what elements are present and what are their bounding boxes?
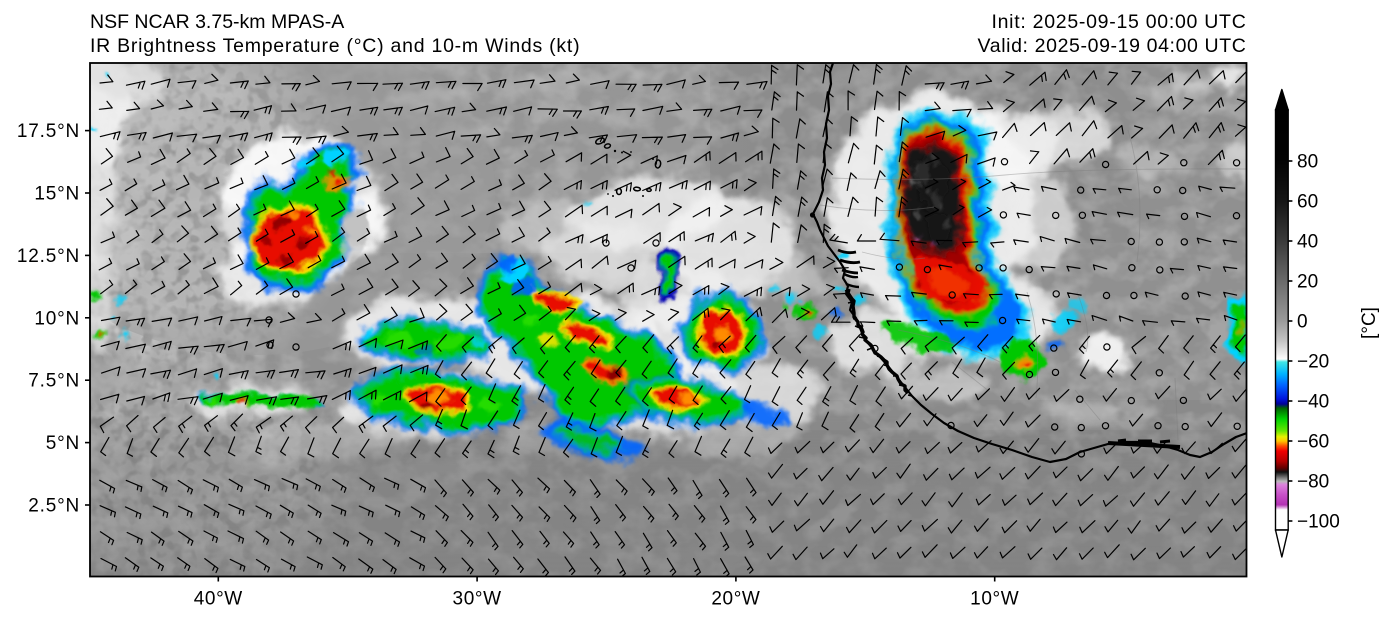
svg-text:60: 60 <box>1297 192 1318 213</box>
svg-text:Init: 2025-09-15 00:00 UTC: Init: 2025-09-15 00:00 UTC <box>991 11 1246 33</box>
svg-text:10°N: 10°N <box>34 308 80 329</box>
svg-text:Valid: 2025-09-19 04:00 UTC: Valid: 2025-09-19 04:00 UTC <box>978 35 1247 57</box>
svg-text:30°W: 30°W <box>453 589 502 610</box>
svg-text:15°N: 15°N <box>34 184 80 205</box>
svg-text:[°C]: [°C] <box>1359 307 1380 339</box>
svg-text:40: 40 <box>1297 232 1318 253</box>
svg-text:10°W: 10°W <box>970 589 1019 610</box>
svg-text:12.5°N: 12.5°N <box>17 246 80 267</box>
svg-text:−80: −80 <box>1297 472 1329 493</box>
svg-text:20°W: 20°W <box>711 589 760 610</box>
svg-text:5°N: 5°N <box>46 433 80 454</box>
svg-text:NSF NCAR 3.75-km MPAS-A: NSF NCAR 3.75-km MPAS-A <box>90 11 344 33</box>
svg-text:17.5°N: 17.5°N <box>17 121 80 142</box>
svg-text:7.5°N: 7.5°N <box>28 371 80 392</box>
svg-text:2.5°N: 2.5°N <box>28 496 80 517</box>
svg-text:80: 80 <box>1297 152 1318 173</box>
svg-text:IR Brightness Temperature (°C): IR Brightness Temperature (°C) and 10-m … <box>90 35 580 57</box>
svg-text:0: 0 <box>1297 312 1308 333</box>
svg-text:−60: −60 <box>1297 432 1329 453</box>
svg-text:−20: −20 <box>1297 352 1329 373</box>
svg-text:20: 20 <box>1297 272 1318 293</box>
svg-text:40°W: 40°W <box>194 589 243 610</box>
svg-text:−100: −100 <box>1297 512 1340 533</box>
svg-text:−40: −40 <box>1297 392 1329 413</box>
